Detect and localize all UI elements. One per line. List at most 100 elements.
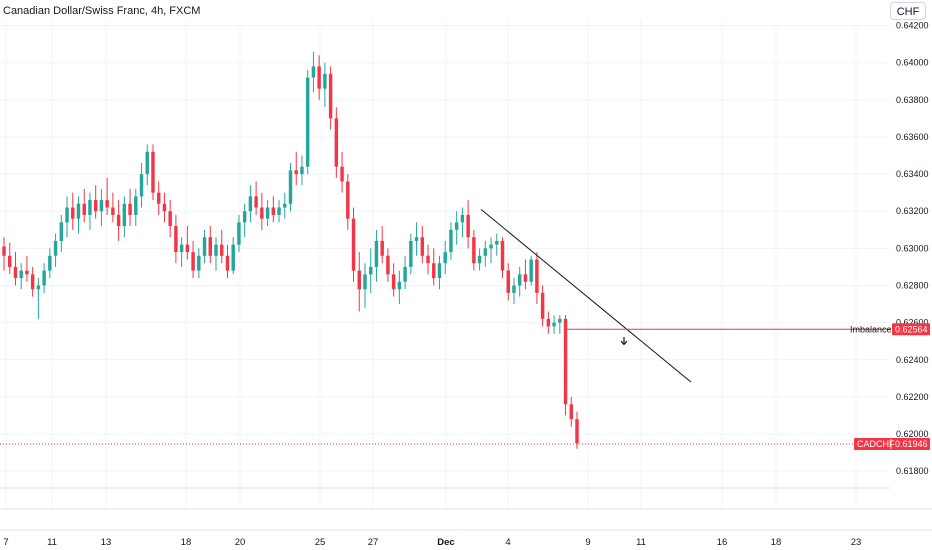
candle bbox=[8, 242, 12, 275]
candle bbox=[71, 192, 75, 230]
candle-body bbox=[48, 255, 52, 271]
trendline[interactable] bbox=[480, 208, 692, 383]
time-tick-label: 18 bbox=[181, 537, 192, 548]
candle-body bbox=[472, 237, 476, 264]
candle-body bbox=[145, 151, 149, 175]
candle-body bbox=[30, 274, 35, 290]
candle-body bbox=[489, 244, 493, 249]
currency-button[interactable]: CHF bbox=[890, 2, 926, 20]
imbalance-price-value: 0.62564 bbox=[895, 324, 928, 334]
candle-body bbox=[93, 200, 98, 212]
candle-body bbox=[208, 237, 212, 256]
candle bbox=[25, 255, 29, 282]
candle bbox=[134, 188, 138, 227]
candle bbox=[174, 214, 178, 264]
candle-body bbox=[168, 211, 172, 227]
candle bbox=[162, 192, 167, 223]
candle bbox=[231, 237, 235, 275]
candle bbox=[340, 151, 344, 193]
candle-body bbox=[82, 203, 86, 215]
candle bbox=[59, 214, 64, 253]
candle-body bbox=[506, 270, 510, 293]
candle bbox=[111, 192, 115, 223]
candle bbox=[523, 259, 528, 290]
candle-body bbox=[242, 211, 247, 223]
candle bbox=[569, 396, 573, 427]
candle bbox=[420, 226, 425, 264]
price-tick-label: 0.63400 bbox=[896, 169, 929, 179]
down-arrow-icon bbox=[620, 337, 628, 346]
candle bbox=[437, 255, 442, 290]
candle-body bbox=[403, 266, 407, 282]
candle-body bbox=[151, 151, 155, 193]
candle-body bbox=[558, 318, 562, 323]
candle-body bbox=[2, 246, 6, 256]
candle-body bbox=[328, 73, 333, 119]
candle bbox=[380, 226, 384, 264]
price-tick-label: 0.63600 bbox=[896, 132, 929, 142]
candle-body bbox=[25, 270, 29, 275]
candle bbox=[220, 229, 224, 264]
candle bbox=[93, 185, 98, 219]
candle bbox=[237, 214, 241, 253]
candle-body bbox=[552, 322, 556, 327]
candle bbox=[495, 233, 499, 256]
candle-body bbox=[128, 203, 132, 215]
candle-body bbox=[174, 226, 178, 253]
time-tick-label: 7 bbox=[3, 537, 8, 548]
candle-body bbox=[466, 214, 470, 238]
candle-body bbox=[483, 248, 488, 256]
time-tick-label: 20 bbox=[235, 537, 246, 548]
candle-body bbox=[540, 292, 545, 319]
candle bbox=[168, 200, 172, 238]
candle-body bbox=[340, 166, 344, 182]
candle bbox=[294, 151, 298, 186]
candle bbox=[53, 233, 58, 267]
candle-body bbox=[105, 200, 109, 208]
candle bbox=[242, 203, 247, 238]
candle bbox=[563, 315, 568, 416]
candle bbox=[191, 240, 195, 279]
candle-body bbox=[202, 237, 207, 256]
candle bbox=[460, 207, 465, 238]
candle-body bbox=[409, 240, 413, 267]
candle bbox=[529, 255, 533, 286]
candle-body bbox=[197, 255, 201, 271]
price-tick-label: 0.62200 bbox=[896, 392, 929, 402]
candle-body bbox=[65, 207, 69, 223]
candle bbox=[265, 200, 270, 227]
candle-body bbox=[500, 240, 505, 271]
price-tick-label: 0.61800 bbox=[896, 466, 929, 476]
imbalance-label: Imbalance bbox=[850, 324, 892, 334]
candle-body bbox=[300, 166, 304, 175]
time-tick-label: 27 bbox=[368, 537, 379, 548]
candle bbox=[128, 188, 132, 227]
symbol-tag-label: CADCHF bbox=[857, 439, 895, 449]
candle bbox=[225, 244, 230, 279]
price-tick-label: 0.62000 bbox=[896, 429, 929, 439]
candle-body bbox=[88, 200, 92, 215]
candle bbox=[88, 192, 92, 230]
candle bbox=[105, 177, 109, 215]
candle-body bbox=[495, 240, 499, 245]
time-tick-label: 4 bbox=[505, 537, 510, 548]
candle bbox=[300, 155, 304, 186]
candle bbox=[36, 278, 41, 319]
candle-body bbox=[546, 318, 551, 327]
candle bbox=[357, 252, 361, 312]
candle-body bbox=[99, 200, 104, 212]
candle-body bbox=[512, 285, 516, 293]
candle-body bbox=[420, 237, 425, 256]
candle-body bbox=[563, 318, 568, 405]
candle-body bbox=[323, 73, 327, 89]
candle-body bbox=[53, 240, 58, 256]
candle-body bbox=[42, 270, 46, 286]
candle-body bbox=[116, 214, 121, 227]
price-tick-label: 0.64200 bbox=[896, 21, 929, 31]
candle bbox=[283, 192, 287, 219]
candle bbox=[506, 263, 510, 301]
candle-body bbox=[179, 244, 184, 253]
candle bbox=[426, 244, 430, 275]
price-tags: 0.62564 CADCHF 0.61946 bbox=[854, 323, 930, 451]
